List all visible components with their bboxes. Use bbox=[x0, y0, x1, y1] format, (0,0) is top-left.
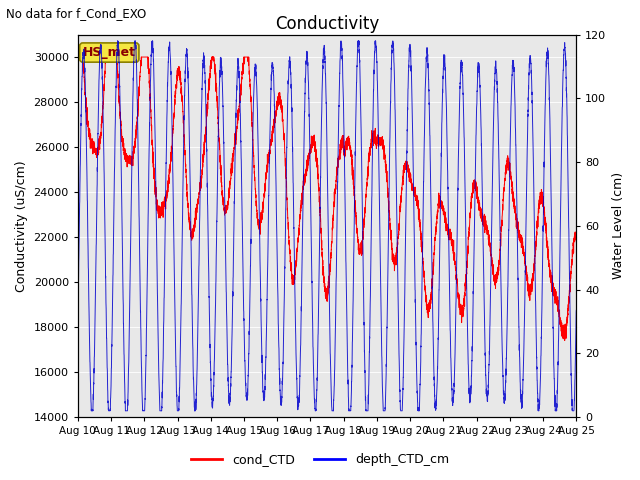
Y-axis label: Water Level (cm): Water Level (cm) bbox=[612, 172, 625, 279]
Y-axis label: Conductivity (uS/cm): Conductivity (uS/cm) bbox=[15, 160, 28, 292]
Text: HS_met: HS_met bbox=[83, 46, 136, 59]
Title: Conductivity: Conductivity bbox=[275, 15, 379, 33]
Legend: cond_CTD, depth_CTD_cm: cond_CTD, depth_CTD_cm bbox=[186, 448, 454, 471]
Text: No data for f_Cond_EXO: No data for f_Cond_EXO bbox=[6, 7, 147, 20]
